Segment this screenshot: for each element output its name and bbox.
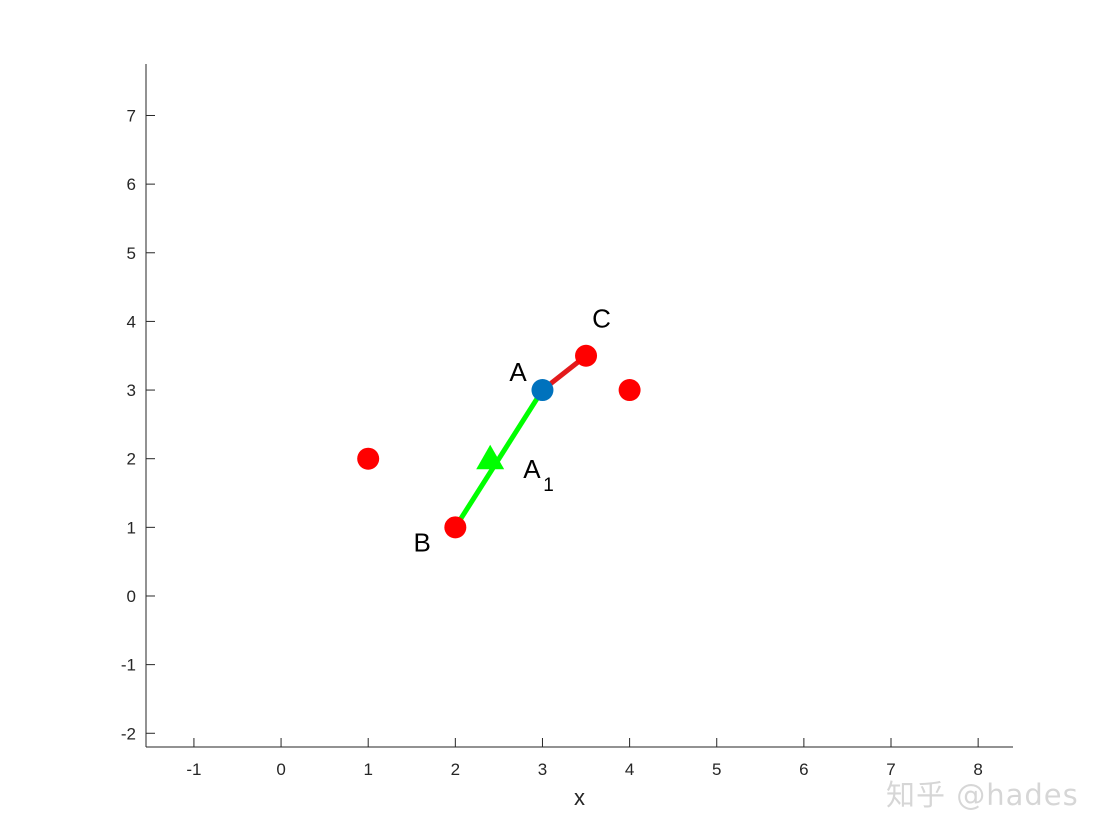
point-label: A	[509, 357, 527, 387]
x-tick-label: 7	[886, 760, 895, 779]
point-label: B	[414, 527, 431, 557]
x-tick-label: -1	[186, 760, 201, 779]
y-tick-label: -1	[121, 656, 136, 675]
red-point	[575, 344, 598, 367]
segment-a-b	[453, 388, 545, 529]
point-label: A	[523, 454, 541, 484]
x-tick-label: 4	[625, 760, 634, 779]
point-label-subscript: 1	[543, 475, 554, 496]
red-point	[357, 447, 380, 470]
y-tick-label: 0	[127, 587, 136, 606]
y-tick-label: 6	[127, 175, 136, 194]
y-tick-label: 5	[127, 244, 136, 263]
y-tick-label: 1	[127, 518, 136, 537]
y-tick-label: 7	[127, 106, 136, 125]
point-label: C	[592, 304, 611, 334]
x-tick-label: 2	[451, 760, 460, 779]
x-axis-title: x	[574, 785, 585, 810]
watermark-text: 知乎 @hades	[886, 778, 1079, 812]
red-point	[618, 379, 641, 402]
x-tick-label: 0	[276, 760, 285, 779]
blue-point	[531, 379, 554, 402]
triangle-point	[476, 444, 505, 470]
x-tick-label: 1	[363, 760, 372, 779]
red-point	[444, 516, 467, 539]
y-tick-label: 4	[127, 312, 136, 331]
x-tick-label: 5	[712, 760, 721, 779]
y-tick-label: 2	[127, 450, 136, 469]
x-tick-label: 8	[973, 760, 982, 779]
x-tick-label: 6	[799, 760, 808, 779]
y-tick-label: 3	[127, 381, 136, 400]
y-tick-label: -2	[121, 724, 136, 743]
x-tick-label: 3	[538, 760, 547, 779]
